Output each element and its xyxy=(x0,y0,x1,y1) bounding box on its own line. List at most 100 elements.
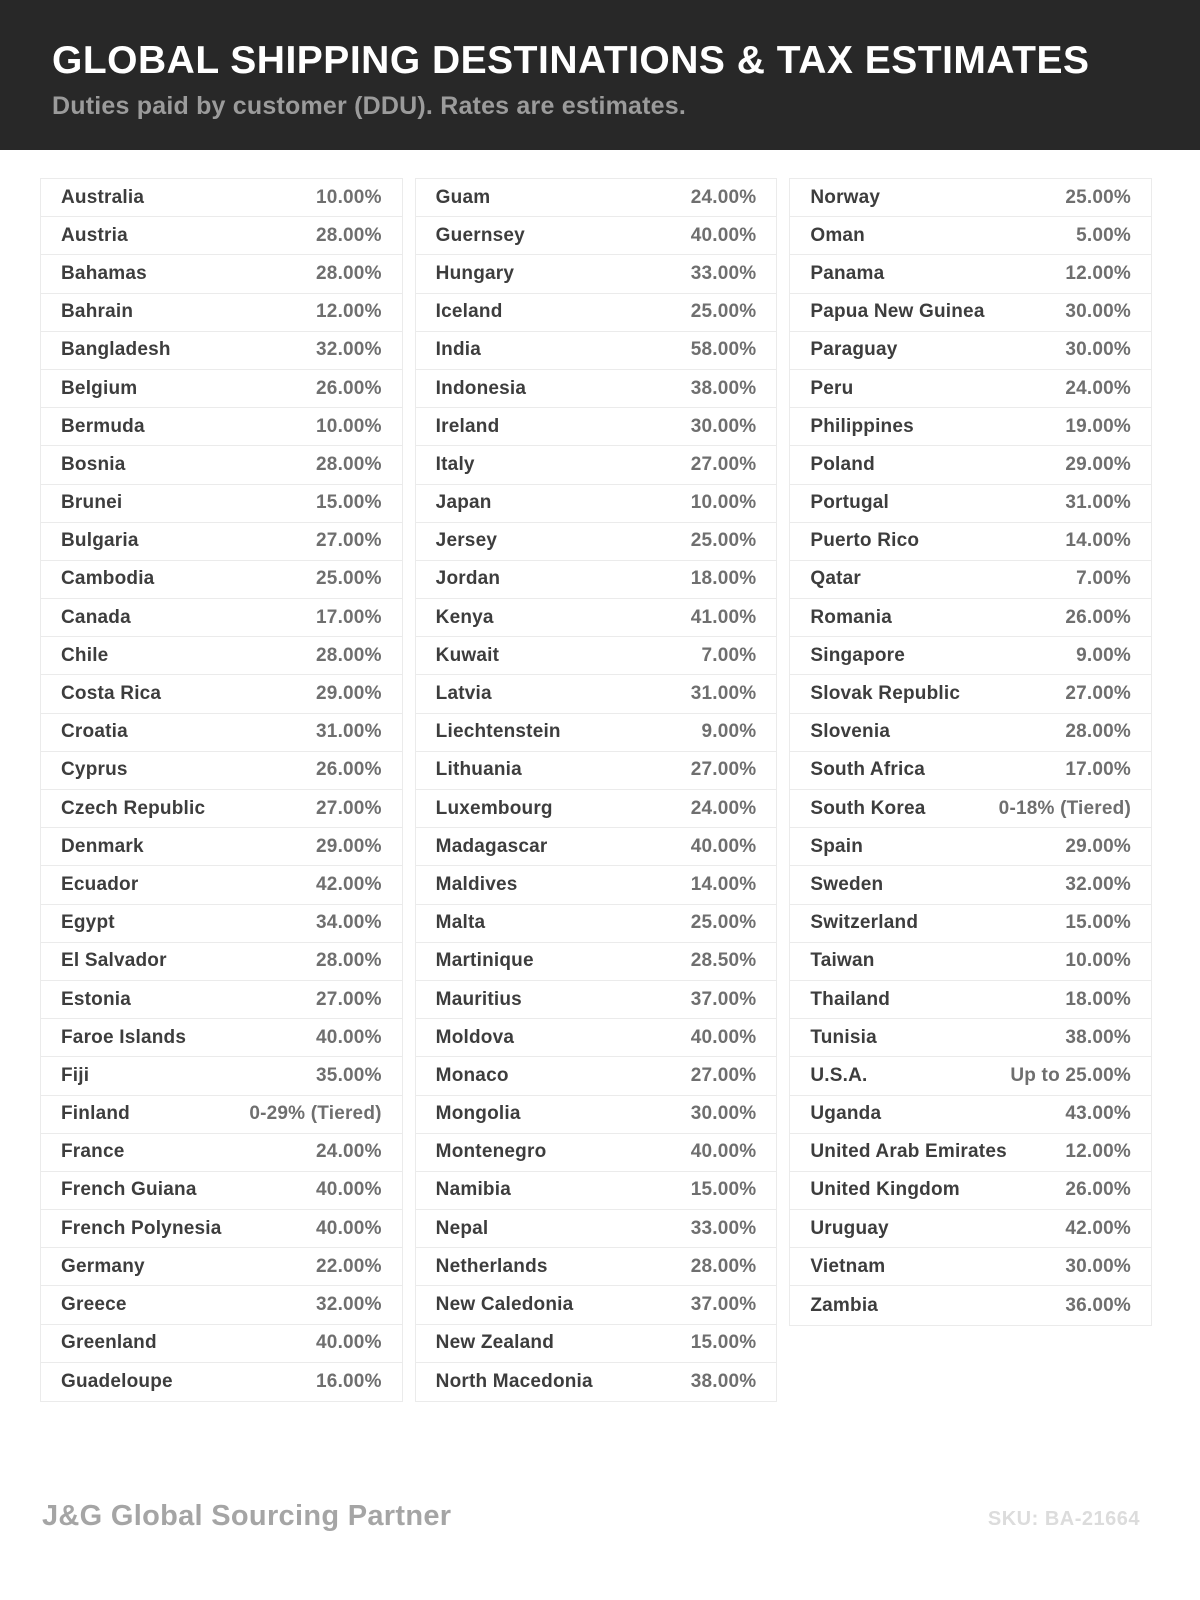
page-header: GLOBAL SHIPPING DESTINATIONS & TAX ESTIM… xyxy=(0,0,1200,150)
tax-rate: 10.00% xyxy=(316,186,382,208)
table-row: Bangladesh 32.00% xyxy=(41,331,402,370)
table-row: Croatia 31.00% xyxy=(41,713,402,752)
tax-rate: 26.00% xyxy=(316,759,382,781)
country-name: Norway xyxy=(810,186,881,208)
table-row: Chile 28.00% xyxy=(41,637,402,676)
table-row: Thailand 18.00% xyxy=(790,980,1152,1020)
tax-rate: 17.00% xyxy=(316,606,382,628)
tax-rate: 27.00% xyxy=(690,453,757,475)
country-name: Bosnia xyxy=(61,453,126,475)
table-row: Belgium 26.00% xyxy=(41,369,402,409)
tax-rate: 25.00% xyxy=(690,912,757,934)
country-name: North Macedonia xyxy=(435,1370,593,1392)
tax-rate: 40.00% xyxy=(316,1332,382,1354)
country-name: Denmark xyxy=(61,835,144,857)
table-row: Spain 29.00% xyxy=(790,828,1152,867)
country-name: Thailand xyxy=(810,988,891,1010)
tax-rate: 25.00% xyxy=(690,530,757,552)
table-row: Slovak Republic 27.00% xyxy=(790,675,1152,714)
country-name: U.S.A. xyxy=(810,1064,868,1086)
table-row: Kuwait 7.00% xyxy=(415,637,777,676)
tax-rate: 40.00% xyxy=(316,1179,382,1201)
tax-rate: 41.00% xyxy=(690,606,757,628)
table-row: Netherlands 28.00% xyxy=(415,1248,777,1287)
tax-rate: 10.00% xyxy=(690,492,757,514)
table-row: Madagascar 40.00% xyxy=(415,828,777,867)
tax-rate: 28.00% xyxy=(1065,721,1132,743)
table-row: Panama 12.00% xyxy=(790,255,1152,294)
tax-rate: 40.00% xyxy=(316,1026,382,1048)
tax-rate: 38.00% xyxy=(690,1370,757,1392)
country-name: Croatia xyxy=(61,721,128,743)
country-name: Jersey xyxy=(435,530,498,552)
tax-rate: 27.00% xyxy=(316,530,382,552)
table-row: Bermuda 10.00% xyxy=(41,408,402,447)
table-row: U.S.A. Up to 25.00% xyxy=(790,1057,1152,1096)
country-name: United Kingdom xyxy=(810,1179,960,1201)
table-row: Uganda 43.00% xyxy=(790,1095,1152,1134)
tax-rate: 28.00% xyxy=(316,453,382,475)
tax-rate: 37.00% xyxy=(690,988,757,1010)
table-row: Cambodia 25.00% xyxy=(41,560,402,600)
country-name: Luxembourg xyxy=(435,797,553,819)
country-name: Maldives xyxy=(435,873,518,895)
table-row: Tunisia 38.00% xyxy=(790,1019,1152,1058)
country-name: Belgium xyxy=(61,377,138,399)
table-row: Fiji 35.00% xyxy=(41,1057,402,1096)
tax-rate: 17.00% xyxy=(1065,759,1132,781)
country-name: Taiwan xyxy=(810,950,875,972)
table-row: Cyprus 26.00% xyxy=(41,751,402,790)
country-name: Costa Rica xyxy=(61,683,162,705)
tax-rate: 24.00% xyxy=(690,186,757,208)
country-name: Uruguay xyxy=(810,1217,889,1239)
tax-rate: 26.00% xyxy=(316,377,382,399)
table-row: Sweden 32.00% xyxy=(790,866,1152,905)
tax-rate: 34.00% xyxy=(316,912,382,934)
country-name: Zambia xyxy=(810,1294,879,1316)
country-name: South Africa xyxy=(810,759,925,781)
table-row: Montenegro 40.00% xyxy=(415,1133,777,1172)
tax-rate: 30.00% xyxy=(1065,339,1132,361)
country-name: Bahamas xyxy=(61,262,147,284)
country-name: Bermuda xyxy=(61,415,145,437)
tax-rate: 42.00% xyxy=(316,873,382,895)
tax-rate: 18.00% xyxy=(690,568,757,590)
table-row: Malta 25.00% xyxy=(415,904,777,943)
country-name: Mongolia xyxy=(435,1103,521,1125)
country-name: Fiji xyxy=(61,1064,90,1086)
tax-rate: 14.00% xyxy=(690,873,757,895)
table-row: United Arab Emirates 12.00% xyxy=(790,1133,1152,1172)
tax-rate: 36.00% xyxy=(1065,1294,1132,1316)
table-row: Oman 5.00% xyxy=(790,217,1152,256)
country-name: Monaco xyxy=(435,1064,509,1086)
tax-rate: 28.00% xyxy=(316,224,382,246)
country-name: Japan xyxy=(435,492,492,514)
country-name: Austria xyxy=(61,224,128,246)
table-row: Nepal 33.00% xyxy=(415,1210,777,1249)
country-name: Guam xyxy=(435,186,491,208)
country-name: Cambodia xyxy=(61,568,155,590)
table-row: South Africa 17.00% xyxy=(790,751,1152,790)
table-row: Italy 27.00% xyxy=(415,446,777,485)
tax-rate: 33.00% xyxy=(690,1217,757,1239)
country-name: South Korea xyxy=(810,797,926,819)
table-row: North Macedonia 38.00% xyxy=(415,1362,777,1401)
country-name: Uganda xyxy=(810,1103,882,1125)
tax-rate: 31.00% xyxy=(690,683,757,705)
table-row: Bulgaria 27.00% xyxy=(41,522,402,561)
tax-rate: 33.00% xyxy=(690,262,757,284)
tax-rate: 27.00% xyxy=(1065,683,1132,705)
tax-rate: 15.00% xyxy=(316,492,382,514)
country-name: Canada xyxy=(61,606,131,628)
country-name: Portugal xyxy=(810,492,890,514)
country-name: Malta xyxy=(435,912,486,934)
table-row: Latvia 31.00% xyxy=(415,675,777,714)
table-row: Paraguay 30.00% xyxy=(790,331,1152,370)
tax-rate: 9.00% xyxy=(1076,644,1132,666)
tax-rate: 38.00% xyxy=(1065,1026,1132,1048)
tax-rate: 19.00% xyxy=(1065,415,1132,437)
tax-rate: 37.00% xyxy=(690,1294,757,1316)
country-name: Italy xyxy=(435,453,475,475)
table-row: Ireland 30.00% xyxy=(415,408,777,447)
table-row: Iceland 25.00% xyxy=(415,293,777,332)
